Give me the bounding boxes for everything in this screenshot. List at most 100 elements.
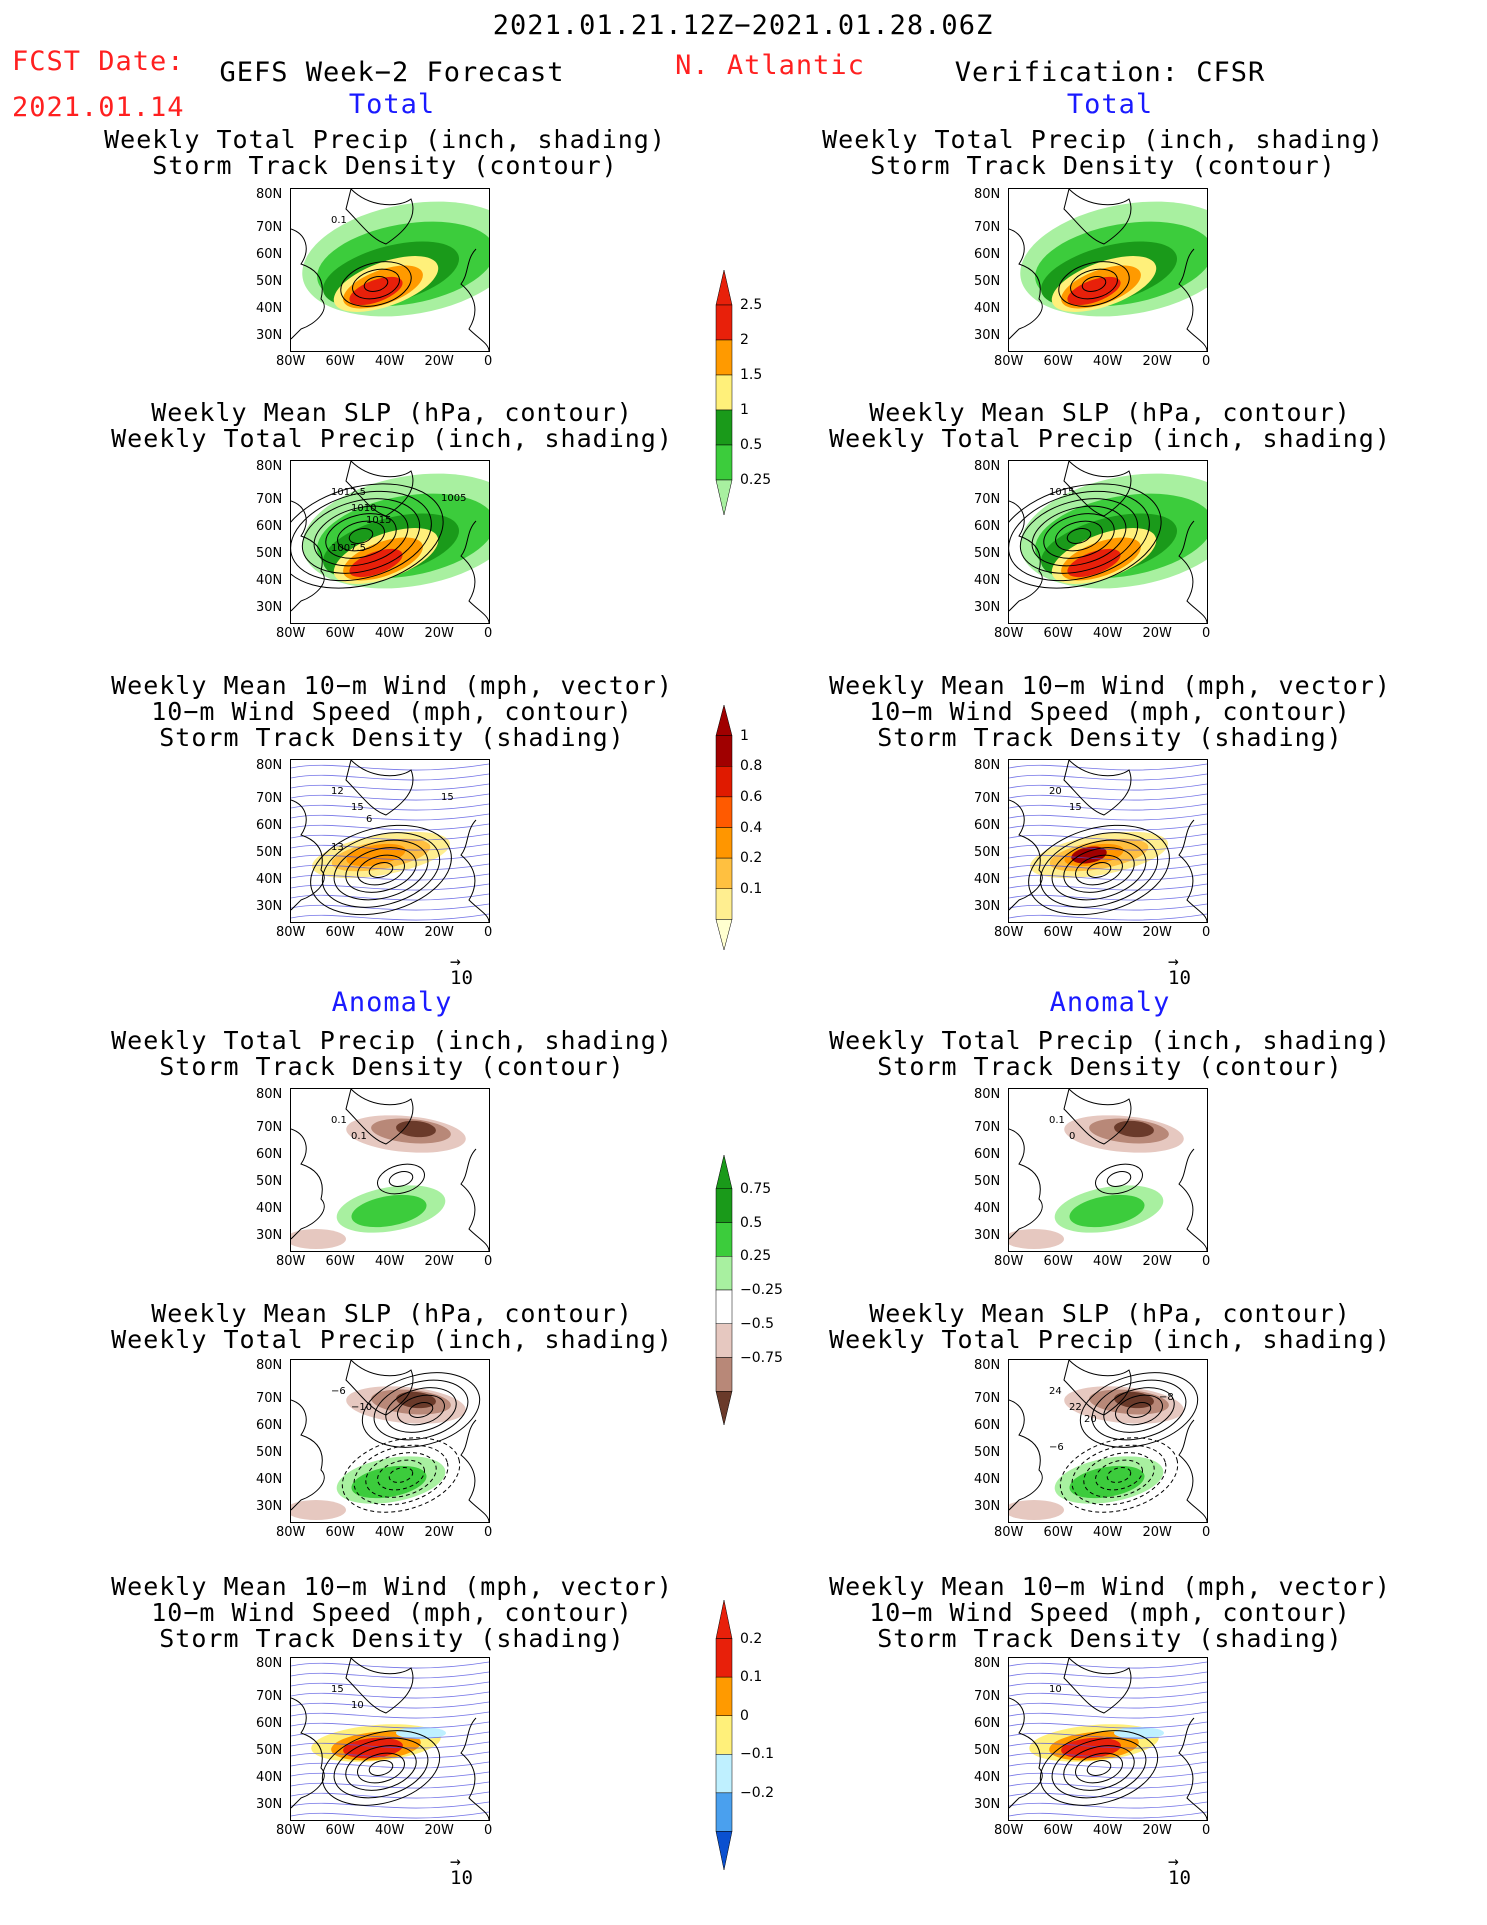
lat-tick-label: 70N xyxy=(974,219,1001,235)
cfsr-total-slp-precip-map: 1015 xyxy=(1008,460,1208,624)
lon-tick-label: 0 xyxy=(484,1525,493,1540)
contour-label: 24 xyxy=(1049,1386,1062,1397)
lat-tick-label: 60N xyxy=(256,1715,283,1731)
gefs-total-slp-precip-map: 1012.5 1010 1015 1007.5 1005 xyxy=(290,460,490,624)
colorbar-tick-label: −0.5 xyxy=(740,1315,774,1332)
lat-tick-label: 80N xyxy=(974,757,1001,773)
cfsr-anom-precip-track-map: 0.1 0 xyxy=(1008,1088,1208,1252)
lon-tick-label: 40W xyxy=(1093,1525,1123,1540)
lon-tick-label: 60W xyxy=(325,925,355,940)
lon-tick-label: 60W xyxy=(325,1254,355,1269)
gefs-anom-slp-precip-map: −6 −10 xyxy=(290,1359,490,1523)
anomaly-precip-colorbar xyxy=(712,1145,736,1439)
gefs-anom-wind-track-map: 15 10 xyxy=(290,1657,490,1821)
lon-tick-label: 40W xyxy=(375,925,405,940)
lat-tick-label: 80N xyxy=(974,1086,1001,1102)
lon-tick-label: 80W xyxy=(994,925,1024,940)
lon-tick-label: 40W xyxy=(1093,354,1123,369)
fcst-date: 2021.01.14 xyxy=(12,92,185,123)
lat-tick-label: 30N xyxy=(974,1498,1001,1514)
lon-tick-label: 80W xyxy=(994,626,1024,641)
colorbar-tick-label: 0.1 xyxy=(740,880,763,897)
total-track-colorbar xyxy=(712,695,736,964)
vector-reference: → 10 xyxy=(450,1851,473,1889)
title-cfsr-total-slp-precip: Weekly Mean SLP (hPa, contour) Weekly To… xyxy=(829,398,1391,453)
contour-label: 1005 xyxy=(441,493,466,504)
lat-tick-label: 80N xyxy=(256,186,283,202)
lon-tick-label: 60W xyxy=(325,626,355,641)
lat-tick-label: 40N xyxy=(256,300,283,316)
lon-tick-label: 80W xyxy=(276,925,306,940)
left-column-title: GEFS Week−2 Forecast xyxy=(219,57,565,88)
colorbar-tick-label: −0.75 xyxy=(740,1349,783,1366)
lat-tick-label: 40N xyxy=(256,871,283,887)
lat-tick-label: 70N xyxy=(974,790,1001,806)
contour-label: 10 xyxy=(1049,1684,1062,1695)
fcst-label: FCST Date: xyxy=(12,46,185,77)
contour-label: 15 xyxy=(351,802,364,813)
lon-tick-label: 0 xyxy=(484,354,493,369)
lat-tick-label: 30N xyxy=(256,599,283,615)
contour-label: 1012.5 xyxy=(331,487,366,498)
colorbar-tick-label: 0.25 xyxy=(740,472,772,488)
lon-tick-label: 0 xyxy=(1202,1254,1211,1269)
lon-tick-label: 60W xyxy=(1043,1823,1073,1838)
lat-tick-label: 50N xyxy=(256,273,283,289)
lat-tick-label: 70N xyxy=(974,1119,1001,1135)
lat-tick-label: 50N xyxy=(974,1173,1001,1189)
title-cfsr-anom-wind-track: Weekly Mean 10−m Wind (mph, vector) 10−m… xyxy=(829,1572,1391,1653)
contour-label: 1007.5 xyxy=(331,543,366,554)
contour-label: 0.1 xyxy=(331,215,347,226)
lat-tick-label: 60N xyxy=(256,246,283,262)
contour-label: 12 xyxy=(331,786,344,797)
lat-tick-label: 70N xyxy=(256,219,283,235)
contour-label: −6 xyxy=(331,1386,346,1397)
lat-tick-label: 70N xyxy=(974,491,1001,507)
title-cfsr-total-precip-track: Weekly Total Precip (inch, shading) Stor… xyxy=(822,125,1384,180)
lon-tick-label: 20W xyxy=(424,626,454,641)
lat-tick-label: 30N xyxy=(974,327,1001,343)
lon-tick-label: 80W xyxy=(276,354,306,369)
lon-tick-label: 40W xyxy=(1093,626,1123,641)
lon-tick-label: 20W xyxy=(424,354,454,369)
cfsr-anom-slp-precip-map: 24 22 20 −6 −8 xyxy=(1008,1359,1208,1523)
lat-tick-label: 50N xyxy=(256,1444,283,1460)
lat-tick-label: 60N xyxy=(256,1146,283,1162)
region-title: N. Atlantic xyxy=(675,50,865,81)
colorbar-tick-label: 0.5 xyxy=(740,1214,763,1231)
lat-tick-label: 40N xyxy=(974,871,1001,887)
lat-tick-label: 50N xyxy=(974,1742,1001,1758)
lat-tick-label: 80N xyxy=(974,186,1001,202)
lat-tick-label: 40N xyxy=(974,572,1001,588)
cfsr-anom-wind-track-map: 10 xyxy=(1008,1657,1208,1821)
lat-tick-label: 30N xyxy=(256,327,283,343)
lat-tick-label: 70N xyxy=(974,1390,1001,1406)
anomaly-label-left: Anomaly xyxy=(331,987,453,1018)
colorbar-tick-label: 0 xyxy=(740,1707,749,1724)
lat-tick-label: 70N xyxy=(256,1688,283,1704)
lat-tick-label: 60N xyxy=(974,1146,1001,1162)
title-gefs-total-precip-track: Weekly Total Precip (inch, shading) Stor… xyxy=(104,125,666,180)
lat-tick-label: 80N xyxy=(974,458,1001,474)
lat-tick-label: 40N xyxy=(974,1471,1001,1487)
contour-label: 1015 xyxy=(366,515,391,526)
title-cfsr-total-wind-track: Weekly Mean 10−m Wind (mph, vector) 10−m… xyxy=(829,671,1391,752)
lon-tick-label: 80W xyxy=(276,1823,306,1838)
lat-tick-label: 60N xyxy=(974,518,1001,534)
contour-label: 13 xyxy=(331,842,344,853)
lat-tick-label: 40N xyxy=(256,1769,283,1785)
lon-tick-label: 0 xyxy=(1202,1525,1211,1540)
lon-tick-label: 20W xyxy=(1142,1254,1172,1269)
contour-label: 1010 xyxy=(351,503,376,514)
vector-reference: → 10 xyxy=(450,951,473,989)
lat-tick-label: 60N xyxy=(974,1715,1001,1731)
contour-label: 0 xyxy=(1069,1131,1075,1142)
lat-tick-label: 30N xyxy=(974,898,1001,914)
lat-tick-label: 50N xyxy=(974,1444,1001,1460)
lon-tick-label: 80W xyxy=(276,1254,306,1269)
lat-tick-label: 70N xyxy=(256,790,283,806)
lat-tick-label: 40N xyxy=(974,1769,1001,1785)
lat-tick-label: 40N xyxy=(256,1200,283,1216)
contour-label: −6 xyxy=(1049,1442,1064,1453)
lon-tick-label: 60W xyxy=(325,1525,355,1540)
